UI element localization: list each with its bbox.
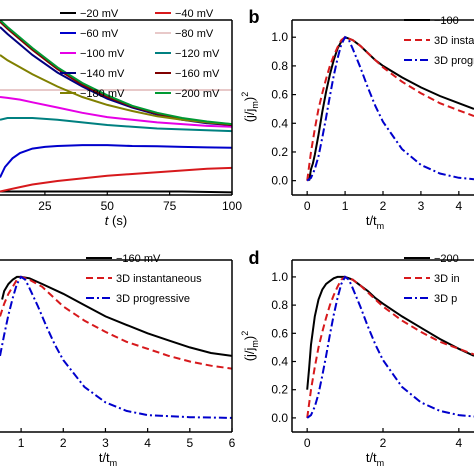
series-line-c-2 xyxy=(0,275,232,419)
x-tick-label: 3 xyxy=(418,199,425,213)
y-tick-label: 0.0 xyxy=(271,411,288,425)
y-axis-label-sup: 2 xyxy=(240,92,250,97)
series-line-a-0 xyxy=(0,190,232,194)
legend-label: −140 mV xyxy=(80,68,125,80)
x-axis-label: t/tm xyxy=(366,450,384,468)
panel-c: 1 2 3 4 5 6 t/tm −160 mV 3D instantaneous 3D prog… xyxy=(0,253,236,468)
series-line-c-1 xyxy=(0,275,232,370)
legend-label: −80 mV xyxy=(175,28,214,40)
legend-label: −160 mV xyxy=(116,253,161,265)
legend-label: −160 mV xyxy=(175,68,220,80)
legend-label: −40 mV xyxy=(175,8,214,20)
y-axis-label-sub: m xyxy=(250,101,260,109)
series-line-a-1 xyxy=(0,166,232,193)
y-axis-label-sup: 2 xyxy=(240,331,250,336)
x-tick-label: 2 xyxy=(60,436,67,450)
x-tick-label: 2 xyxy=(380,199,387,213)
y-axis-label-tail: ) xyxy=(242,97,257,101)
x-axis-label-main: t/t xyxy=(366,450,377,465)
series-line-c-0 xyxy=(1,275,232,357)
series-line-a-2 xyxy=(0,144,232,178)
y-tick-label: 0.8 xyxy=(271,298,288,312)
y-tick-label: 0.4 xyxy=(271,355,288,369)
legend-label: −200 mV xyxy=(175,88,220,100)
series-line-b-1 xyxy=(306,36,474,181)
x-tick-label: 4 xyxy=(455,436,462,450)
x-tick-label: 0 xyxy=(304,436,311,450)
series-line-d-1 xyxy=(306,275,474,419)
x-tick-label: 4 xyxy=(144,436,151,450)
x-tick-label: 1 xyxy=(18,436,25,450)
y-axis-label-main: (j/j xyxy=(242,108,257,122)
y-tick-label: 1.0 xyxy=(271,270,288,284)
y-tick-label: 0.2 xyxy=(271,145,288,159)
x-tick-label: 100 xyxy=(222,199,242,213)
legend-label: −200 xyxy=(434,253,459,265)
legend-label: −120 mV xyxy=(175,48,220,60)
x-axis-label-main: t/t xyxy=(366,213,377,228)
x-tick-label: 4 xyxy=(455,199,462,213)
x-tick-label: 0 xyxy=(304,199,311,213)
legend-label: 3D progressive xyxy=(116,293,190,305)
series-line-d-0 xyxy=(306,275,474,390)
y-axis-label-main: (j/j xyxy=(242,347,257,361)
y-axis-label: (j/jm)2 xyxy=(240,92,260,123)
legend-label: 3D progressive xyxy=(434,55,474,67)
x-axis-label-sub: m xyxy=(377,221,385,231)
y-axis-label: (j/jm)2 xyxy=(240,331,260,362)
panel-label: b xyxy=(249,7,260,27)
y-tick-label: 0.6 xyxy=(271,88,288,102)
series-line-a-9 xyxy=(0,20,232,126)
x-tick-label: 25 xyxy=(38,199,52,213)
x-axis-label: t (s) xyxy=(105,213,127,228)
x-axis-label: t/tm xyxy=(366,213,384,231)
series-line-b-2 xyxy=(306,35,474,182)
series-line-a-4 xyxy=(0,96,232,128)
x-axis-label-unit: (s) xyxy=(108,213,127,228)
panel-b: 0 1 2 3 40.00.20.40.60.81.0t/tm(j/jm)2b −1003… xyxy=(240,7,474,231)
x-tick-label: 5 xyxy=(186,436,193,450)
x-axis-label-sub: m xyxy=(110,458,118,468)
x-axis-label: t/tm xyxy=(99,450,117,468)
legend-label: 3D instantaneous xyxy=(116,273,202,285)
x-tick-label: 1 xyxy=(342,199,349,213)
y-tick-label: 0.8 xyxy=(271,59,288,73)
legend-label: 3D instantaneous xyxy=(434,35,474,47)
series-line-a-8 xyxy=(0,54,232,126)
x-tick-label: 50 xyxy=(101,199,115,213)
x-tick-label: 3 xyxy=(102,436,109,450)
x-axis-label-main: t/t xyxy=(99,450,110,465)
legend-label: −180 mV xyxy=(80,88,125,100)
y-tick-label: 0.2 xyxy=(271,383,288,397)
series-line-d-2 xyxy=(306,275,474,419)
legend-label: 3D p xyxy=(434,293,457,305)
y-tick-label: 0.0 xyxy=(271,174,288,188)
legend-label: −100 xyxy=(434,15,459,27)
x-axis-label-sub: m xyxy=(377,458,385,468)
series-line-a-5 xyxy=(0,117,232,133)
y-tick-label: 0.6 xyxy=(271,326,288,340)
y-axis-label-sub: m xyxy=(250,340,260,348)
y-tick-label: 1.0 xyxy=(271,30,288,44)
x-axis-label-var: t xyxy=(105,213,110,228)
legend-label: −60 mV xyxy=(80,28,119,40)
y-tick-label: 0.4 xyxy=(271,116,288,130)
x-tick-label: 75 xyxy=(163,199,177,213)
y-axis-label-tail: ) xyxy=(242,336,257,340)
x-tick-label: 6 xyxy=(229,436,236,450)
panel-d: 0 2 40.00.20.40.60.81.0t/tm(j/jm)2d −2003D … xyxy=(240,248,474,468)
panel-a: 25 50 75 100 t (s) −20 mV −40 mV −60 mV −80 mV −1… xyxy=(0,8,242,228)
legend-label: −20 mV xyxy=(80,8,119,20)
legend-label: −100 mV xyxy=(80,48,125,60)
legend-label: 3D in xyxy=(434,273,460,285)
panel-label: d xyxy=(249,248,260,268)
x-tick-label: 2 xyxy=(380,436,387,450)
